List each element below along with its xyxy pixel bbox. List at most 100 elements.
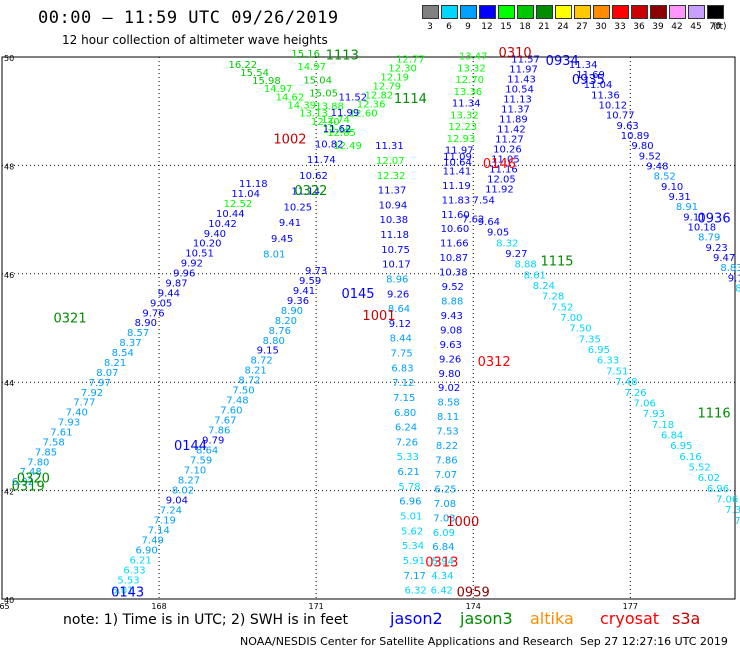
lat-label: 40 <box>4 596 14 605</box>
wave-height-value: 9.64 <box>478 217 500 228</box>
colorbar-label: 21 <box>538 22 550 32</box>
wave-height-value: 9.05 <box>150 298 172 309</box>
colorbar-label: 18 <box>519 22 531 32</box>
colorbar-swatch <box>441 5 458 19</box>
wave-height-value: 11.37 <box>501 104 530 115</box>
wave-height-value: 8.64 <box>196 446 218 457</box>
wave-height-value: 8.22 <box>436 441 458 452</box>
wave-height-value: 12.79 <box>373 82 402 93</box>
wave-height-value: 5.62 <box>401 526 423 537</box>
wave-height-value: 8.11 <box>437 412 459 423</box>
pass-time-label: 0310 <box>499 46 532 61</box>
wave-height-value: 8.52 <box>654 172 676 183</box>
wave-height-value: 4.34 <box>431 571 453 582</box>
wave-height-value: 11.99 <box>331 108 360 119</box>
colorbar-label: 9 <box>465 22 471 32</box>
wave-height-value: 7.60 <box>220 406 242 417</box>
colorbar-label: 3 <box>427 22 433 32</box>
wave-height-value: 12.36 <box>357 100 386 111</box>
wave-height-value: 10.54 <box>505 84 534 95</box>
wave-height-value: 8.21 <box>244 366 266 377</box>
wave-height-value: 15.04 <box>303 75 332 86</box>
wave-height-value: 7.14 <box>148 526 170 537</box>
colorbar-label: 30 <box>595 22 607 32</box>
wave-height-value: 7.48 <box>19 467 41 478</box>
wave-height-value: 11.43 <box>507 74 536 85</box>
wave-height-value: 8.90 <box>281 306 303 317</box>
wave-height-value: 7.51 <box>606 366 628 377</box>
wave-height-value: 8.44 <box>390 334 412 345</box>
colorbar-label: 36 <box>633 22 645 32</box>
wave-height-value: 9.52 <box>639 151 661 162</box>
wave-height-value: 6.33 <box>123 566 145 577</box>
colorbar-swatch <box>479 5 496 19</box>
wave-height-value: 13.36 <box>454 87 483 98</box>
wave-height-value: 12.52 <box>224 199 253 210</box>
wave-height-value: 7.06 <box>634 398 656 409</box>
colorbar-swatch <box>631 5 648 19</box>
page-title: 00:00 – 11:59 UTC 09/26/2019 <box>38 8 339 28</box>
wave-height-value: 6.95 <box>670 441 692 452</box>
wave-height-value: 6.09 <box>433 528 455 539</box>
wave-height-value: 6.42 <box>431 586 453 597</box>
wave-height-value: 8.58 <box>437 398 459 409</box>
wave-height-value: 11.18 <box>239 179 268 190</box>
wave-height-value: 7.86 <box>435 456 457 467</box>
wave-height-value: 8.76 <box>269 326 291 337</box>
wave-height-value: 7.48 <box>615 377 637 388</box>
wave-height-value: 12.60 <box>349 109 378 120</box>
pass-time-label: 0312 <box>478 355 511 370</box>
wave-height-value: 10.38 <box>379 215 408 226</box>
wave-height-value: 9.79 <box>202 436 224 447</box>
wave-height-value: 15.05 <box>309 88 338 99</box>
wave-height-value: 6.80 <box>394 408 416 419</box>
wave-height-value: 9.48 <box>646 161 668 172</box>
satellite-legend-s3a: s3a <box>672 609 701 628</box>
wave-height-value: 10.64 <box>443 157 472 168</box>
wave-height-value: 11.34 <box>452 99 481 110</box>
wave-height-value: 8.72 <box>238 376 260 387</box>
wave-height-value: 11.27 <box>495 134 524 145</box>
wave-height-value: 8.24 <box>533 281 555 292</box>
wave-height-value: 12.49 <box>333 141 362 152</box>
lon-label: 168 <box>151 602 166 611</box>
wave-height-value: 10.75 <box>381 245 410 256</box>
wave-height-value: 9.23 <box>706 243 728 254</box>
wave-height-value: 9.96 <box>173 269 195 280</box>
wave-height-value: 9.05 <box>487 228 509 239</box>
wave-height-value: 6.92 <box>12 477 34 488</box>
colorbar-label: 45 <box>690 22 702 32</box>
wave-height-value: 10.18 <box>688 222 717 233</box>
wave-height-value: 11.74 <box>307 155 336 166</box>
wave-height-value: 11.62 <box>323 124 352 135</box>
wave-height-value: 13.88 <box>315 102 344 113</box>
wave-height-value: 8.83 <box>720 263 740 274</box>
wave-height-value: 5.34 <box>402 541 424 552</box>
wave-height-value: 7.48 <box>226 396 248 407</box>
wave-height-value: 11.57 <box>511 54 540 65</box>
colorbar-label: 27 <box>576 22 588 32</box>
pass-time-label: 0959 <box>457 585 490 600</box>
colorbar-swatch <box>422 5 439 19</box>
wave-height-value: 5.91 <box>403 556 425 567</box>
pass-time-label: 0144 <box>174 439 207 454</box>
footer-note: note: 1) Time is in UTC; 2) SWH is in fe… <box>63 612 349 628</box>
lon-label: 165 <box>0 602 10 611</box>
wave-height-value: 10.51 <box>185 249 214 260</box>
wave-height-value: 10.12 <box>599 100 628 111</box>
wave-height-value: 8.61 <box>524 270 546 281</box>
colorbar-swatch <box>650 5 667 19</box>
wave-height-value: 11.66 <box>440 239 469 250</box>
colorbar-swatch <box>498 5 515 19</box>
wave-height-value: 6.21 <box>398 467 420 478</box>
colorbar-swatch <box>555 5 572 19</box>
wave-height-value: 6.84 <box>432 542 454 553</box>
colorbar-swatch <box>707 5 724 19</box>
wave-height-value: 9.47 <box>713 253 735 264</box>
wave-height-value: 14.62 <box>276 92 305 103</box>
lon-label: 171 <box>309 602 324 611</box>
wave-height-value: 5.01 <box>400 512 422 523</box>
wave-height-value: 9.92 <box>181 259 203 270</box>
wave-height-value: 11.92 <box>485 185 514 196</box>
wave-height-value: 10.25 <box>283 202 312 213</box>
